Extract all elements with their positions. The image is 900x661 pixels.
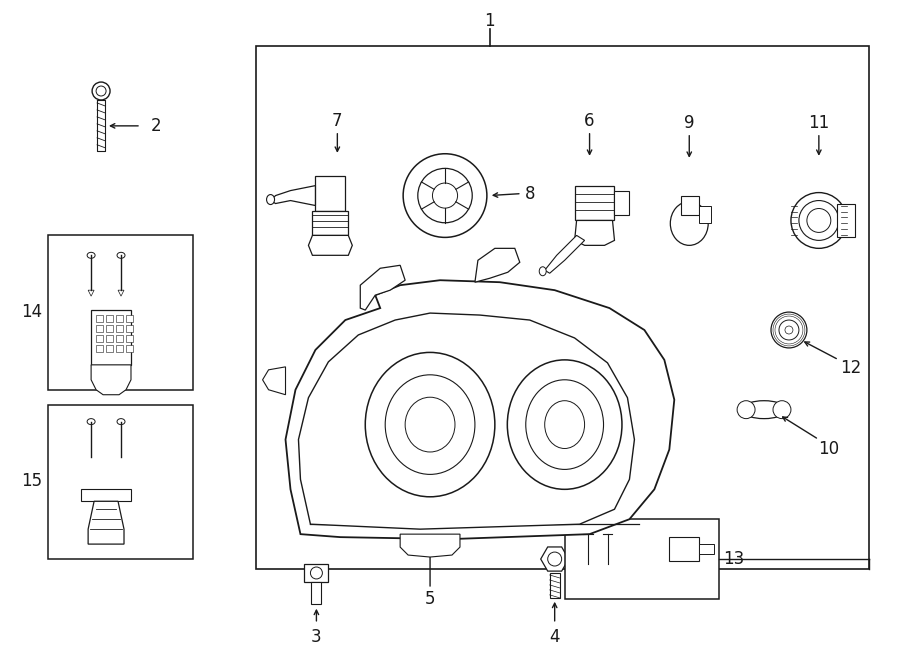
Bar: [96, 325, 104, 332]
Polygon shape: [541, 547, 569, 571]
Bar: [116, 315, 123, 322]
Bar: [304, 564, 328, 582]
Text: 11: 11: [808, 114, 830, 132]
Ellipse shape: [87, 253, 95, 258]
Text: 13: 13: [724, 550, 744, 568]
Polygon shape: [699, 544, 715, 554]
Circle shape: [548, 552, 562, 566]
Text: 12: 12: [840, 359, 861, 377]
Ellipse shape: [405, 397, 455, 452]
Text: 9: 9: [684, 114, 695, 132]
Circle shape: [807, 208, 831, 233]
Polygon shape: [400, 534, 460, 557]
Bar: [106, 325, 113, 332]
Bar: [574, 186, 615, 221]
Polygon shape: [88, 290, 94, 296]
Ellipse shape: [544, 401, 585, 449]
Bar: [126, 315, 133, 322]
Polygon shape: [574, 221, 615, 245]
Bar: [116, 335, 123, 342]
Circle shape: [799, 200, 839, 241]
Bar: [311, 582, 321, 604]
Text: 4: 4: [549, 628, 560, 646]
Circle shape: [779, 320, 799, 340]
Polygon shape: [263, 367, 285, 395]
Text: 10: 10: [818, 440, 840, 459]
Bar: [106, 315, 113, 322]
Bar: [96, 315, 104, 322]
Text: 3: 3: [311, 628, 321, 646]
Ellipse shape: [117, 418, 125, 424]
Bar: [106, 345, 113, 352]
Bar: [699, 206, 711, 223]
Ellipse shape: [539, 267, 546, 276]
Circle shape: [418, 169, 472, 223]
Polygon shape: [91, 365, 131, 395]
Polygon shape: [360, 265, 405, 310]
Circle shape: [773, 401, 791, 418]
Polygon shape: [88, 501, 124, 544]
Polygon shape: [475, 249, 520, 282]
Bar: [116, 325, 123, 332]
Circle shape: [310, 567, 322, 579]
Circle shape: [433, 183, 457, 208]
Bar: [116, 345, 123, 352]
Text: 5: 5: [425, 590, 436, 608]
Bar: [106, 335, 113, 342]
Bar: [837, 204, 855, 237]
Bar: [126, 345, 133, 352]
Text: 15: 15: [21, 473, 42, 490]
Bar: [91, 310, 131, 365]
Polygon shape: [285, 280, 674, 539]
Bar: [315, 176, 346, 210]
Ellipse shape: [385, 375, 475, 475]
Ellipse shape: [526, 380, 604, 469]
Bar: [126, 335, 133, 342]
Polygon shape: [118, 290, 124, 296]
Circle shape: [92, 82, 110, 100]
Ellipse shape: [87, 418, 95, 424]
Bar: [615, 190, 629, 215]
Polygon shape: [271, 186, 315, 206]
Ellipse shape: [365, 352, 495, 497]
Bar: [49, 405, 193, 559]
Circle shape: [403, 154, 487, 237]
Bar: [126, 325, 133, 332]
Bar: [96, 335, 104, 342]
Bar: [312, 210, 348, 235]
Text: 14: 14: [21, 303, 42, 321]
Circle shape: [771, 312, 807, 348]
Ellipse shape: [117, 253, 125, 258]
Circle shape: [737, 401, 755, 418]
Text: 2: 2: [150, 117, 161, 135]
Ellipse shape: [670, 202, 708, 245]
Bar: [81, 489, 131, 501]
Circle shape: [785, 326, 793, 334]
Ellipse shape: [742, 401, 787, 418]
Polygon shape: [299, 313, 634, 529]
Bar: [670, 537, 699, 561]
Bar: [550, 573, 560, 598]
Bar: [256, 46, 868, 569]
Bar: [49, 235, 193, 390]
Ellipse shape: [266, 194, 274, 204]
Circle shape: [791, 192, 847, 249]
Text: 6: 6: [584, 112, 595, 130]
Polygon shape: [309, 235, 352, 255]
Bar: [564, 519, 719, 599]
Bar: [681, 196, 699, 215]
Text: 1: 1: [484, 13, 495, 30]
Text: 7: 7: [332, 112, 343, 130]
Circle shape: [96, 86, 106, 96]
Text: 8: 8: [525, 184, 535, 202]
Bar: [96, 345, 104, 352]
Polygon shape: [544, 235, 585, 273]
Ellipse shape: [508, 360, 622, 489]
